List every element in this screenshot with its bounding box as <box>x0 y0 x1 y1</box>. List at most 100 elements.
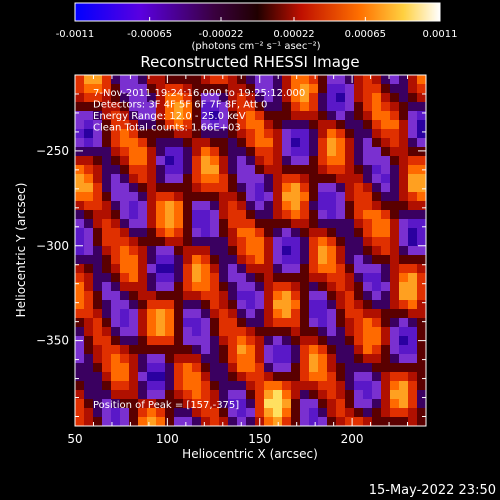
heatmap-cell <box>93 363 103 373</box>
heatmap-cell <box>381 174 391 184</box>
heatmap-cell <box>156 138 166 148</box>
heatmap-cell <box>273 327 283 337</box>
heatmap-cell <box>156 165 166 175</box>
heatmap-cell <box>102 417 112 426</box>
heatmap-cell <box>129 264 139 274</box>
heatmap-cell <box>408 75 418 85</box>
heatmap-cell <box>219 354 229 364</box>
heatmap-cell <box>120 219 130 229</box>
heatmap-cell <box>102 102 112 112</box>
heatmap-cell <box>354 336 364 346</box>
heatmap-cell <box>354 381 364 391</box>
heatmap-cell <box>228 309 238 319</box>
heatmap-cell <box>219 336 229 346</box>
heatmap-cell <box>84 147 94 157</box>
heatmap-cell <box>327 120 337 130</box>
heatmap-cell <box>210 327 220 337</box>
heatmap-cell <box>282 201 292 211</box>
heatmap-cell <box>192 417 202 426</box>
heatmap-cell <box>336 372 346 382</box>
heatmap-cell <box>129 318 139 328</box>
heatmap-cell <box>174 156 184 166</box>
heatmap-cell <box>174 201 184 211</box>
heatmap-cell <box>264 408 274 418</box>
heatmap-cell <box>183 291 193 301</box>
heatmap-cell <box>165 291 175 301</box>
heatmap-cell <box>264 228 274 238</box>
heatmap-cell <box>264 129 274 139</box>
heatmap-cell <box>165 264 175 274</box>
heatmap-cell <box>93 75 103 85</box>
heatmap-cell <box>399 282 409 292</box>
heatmap-cell <box>237 282 247 292</box>
heatmap-cell <box>210 165 220 175</box>
heatmap-cell <box>237 111 247 121</box>
heatmap-cell <box>246 417 256 426</box>
heatmap-cell <box>300 336 310 346</box>
heatmap-cell <box>345 354 355 364</box>
heatmap-cell <box>327 336 337 346</box>
heatmap-cell <box>246 408 256 418</box>
heatmap-cell <box>93 237 103 247</box>
heatmap-cell <box>102 84 112 94</box>
footer-date: 15-May-2022 23:50 <box>369 483 496 498</box>
heatmap-cell <box>282 273 292 283</box>
heatmap-cell <box>327 399 337 409</box>
heatmap-cell <box>156 84 166 94</box>
heatmap-cell <box>309 372 319 382</box>
heatmap-cell <box>291 75 301 85</box>
heatmap-cell <box>273 417 283 426</box>
heatmap-cell <box>381 354 391 364</box>
heatmap-cell <box>219 75 229 85</box>
heatmap-cell <box>228 255 238 265</box>
heatmap-cell <box>282 282 292 292</box>
heatmap-cell <box>147 345 157 355</box>
heatmap-cell <box>408 219 418 229</box>
heatmap-cell <box>354 120 364 130</box>
heatmap-cell <box>111 174 121 184</box>
heatmap-cell <box>363 210 373 220</box>
heatmap-cell <box>174 183 184 193</box>
heatmap-cell <box>120 246 130 256</box>
heatmap-cell <box>390 210 400 220</box>
heatmap-cell <box>138 354 148 364</box>
heatmap-cell <box>174 327 184 337</box>
heatmap-cell <box>246 246 256 256</box>
heatmap-cell <box>111 84 121 94</box>
heatmap-cell <box>237 93 247 103</box>
heatmap-cell <box>246 327 256 337</box>
heatmap-cell <box>363 291 373 301</box>
heatmap-cell <box>147 318 157 328</box>
heatmap-cell <box>282 147 292 157</box>
heatmap-cell <box>129 255 139 265</box>
heatmap-cell <box>120 264 130 274</box>
heatmap-cell <box>102 192 112 202</box>
heatmap-cell <box>345 111 355 121</box>
heatmap-cell <box>345 156 355 166</box>
heatmap-cell <box>300 354 310 364</box>
heatmap-cell <box>264 246 274 256</box>
heatmap-cell <box>219 201 229 211</box>
heatmap-cell <box>201 363 211 373</box>
heatmap-cell <box>291 300 301 310</box>
heatmap-cell <box>327 327 337 337</box>
heatmap-cell <box>399 417 409 426</box>
heatmap-cell <box>156 210 166 220</box>
heatmap-cell <box>174 219 184 229</box>
heatmap-cell <box>318 102 328 112</box>
heatmap-cell <box>273 390 283 400</box>
heatmap-cell <box>300 417 310 426</box>
heatmap-cell <box>408 156 418 166</box>
heatmap-cell <box>282 255 292 265</box>
heatmap-cell <box>381 255 391 265</box>
colorbar <box>74 2 441 22</box>
heatmap-cell <box>309 102 319 112</box>
heatmap-cell <box>129 228 139 238</box>
heatmap-cell <box>111 354 121 364</box>
heatmap-cell <box>237 228 247 238</box>
heatmap-cell <box>408 363 418 373</box>
heatmap-cell <box>399 183 409 193</box>
heatmap-cell <box>318 417 328 426</box>
heatmap-cell <box>84 264 94 274</box>
heatmap-cell <box>165 174 175 184</box>
